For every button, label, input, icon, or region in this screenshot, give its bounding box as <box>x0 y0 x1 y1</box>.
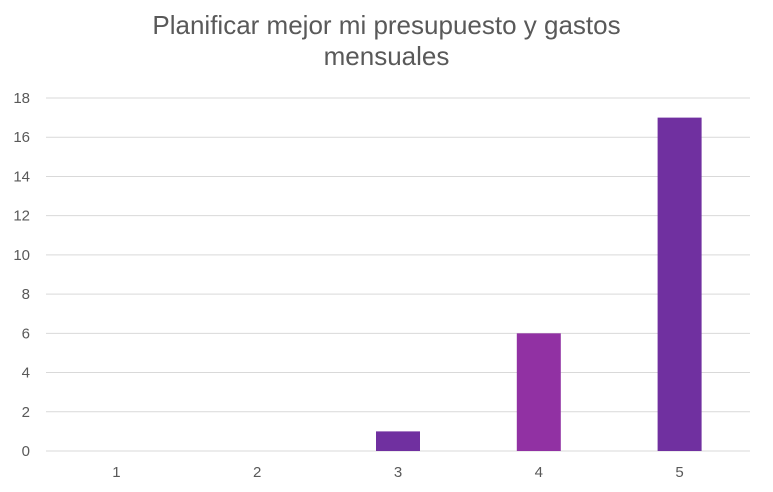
chart-title-line-2: mensuales <box>323 41 450 71</box>
y-tick-label: 0 <box>22 443 30 460</box>
y-tick-label: 12 <box>13 208 30 225</box>
y-tick-label: 16 <box>13 129 30 146</box>
x-tick-label: 2 <box>253 464 261 481</box>
y-tick-label: 14 <box>13 168 30 185</box>
y-tick-label: 4 <box>22 365 30 382</box>
x-tick-label: 5 <box>675 464 683 481</box>
x-tick-label: 1 <box>112 464 120 481</box>
y-tick-label: 8 <box>22 286 30 303</box>
y-tick-label: 18 <box>13 90 30 107</box>
y-tick-label: 2 <box>22 404 30 421</box>
chart-title-line-1: Planificar mejor mi presupuesto y gastos <box>152 10 621 40</box>
y-tick-label: 10 <box>13 247 30 264</box>
bar <box>516 333 561 451</box>
bar <box>376 431 420 451</box>
y-tick-label: 6 <box>22 325 30 342</box>
bar <box>657 117 702 451</box>
x-tick-label: 4 <box>535 464 543 481</box>
x-tick-label: 3 <box>394 464 402 481</box>
chart-title: Planificar mejor mi presupuesto y gastos… <box>0 10 773 72</box>
